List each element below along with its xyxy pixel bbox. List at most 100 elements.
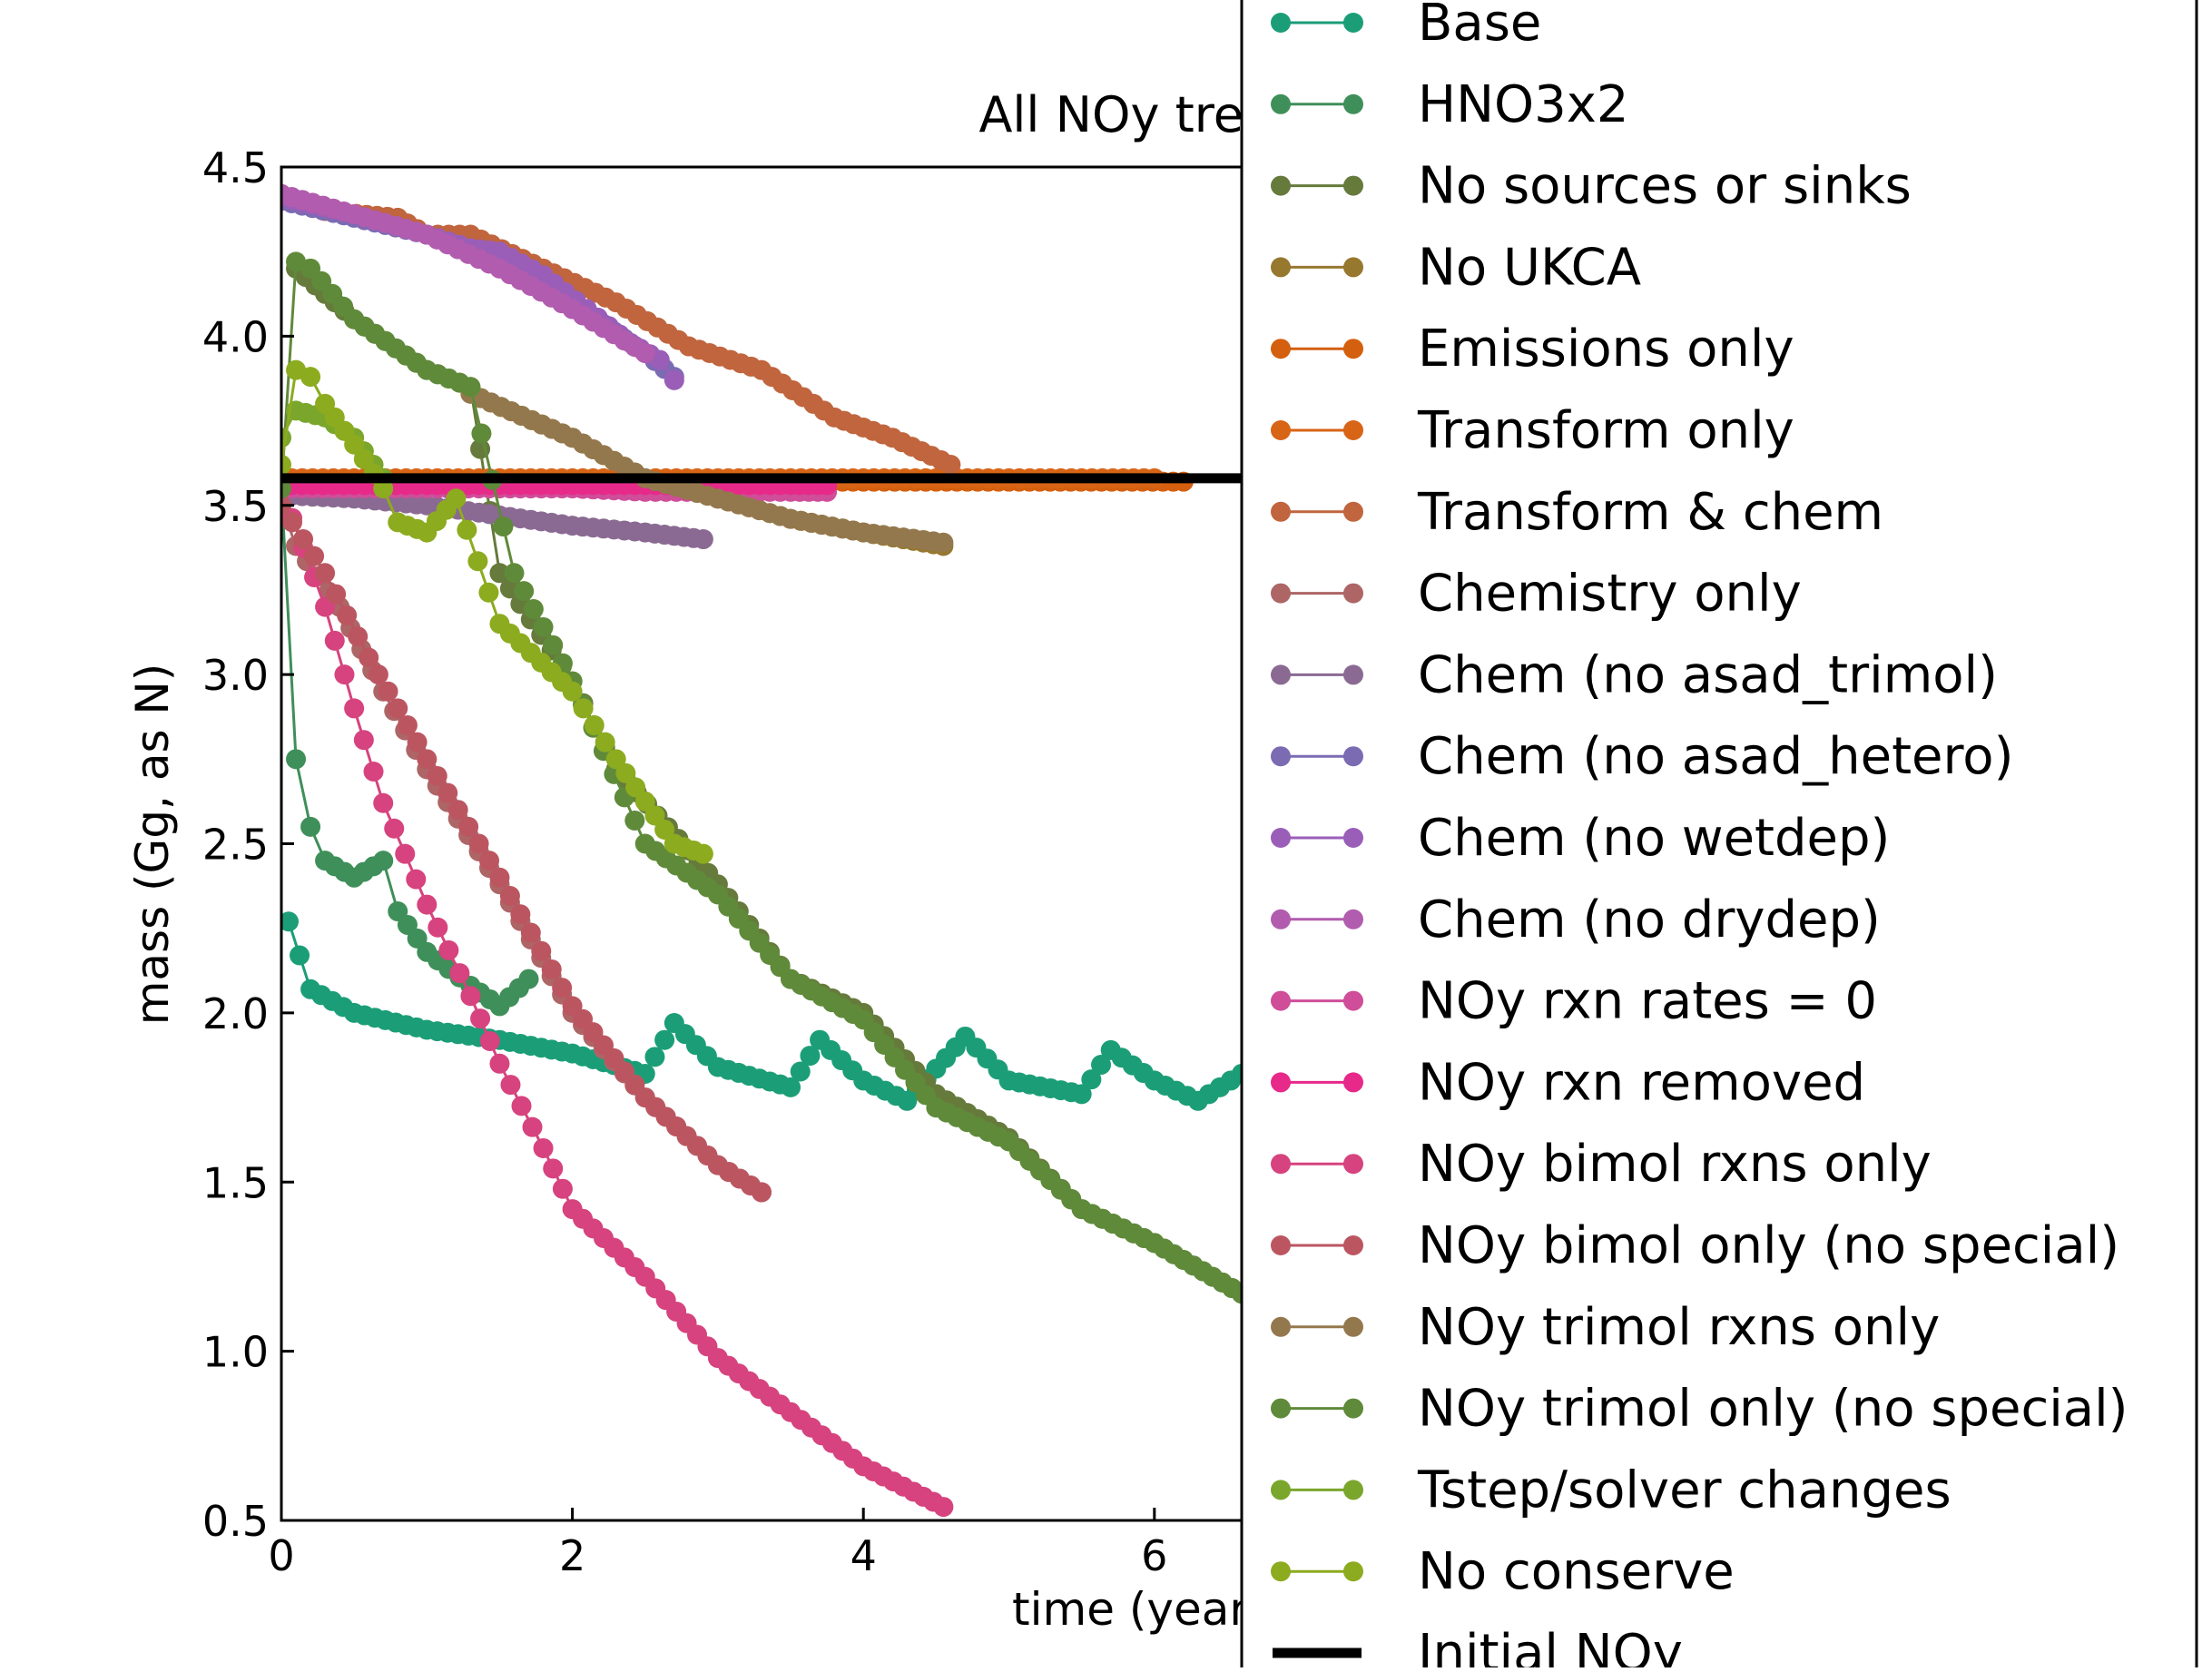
data-point [933, 1497, 954, 1518]
legend-entry: HNO3x2 [1271, 75, 1628, 134]
data-point [552, 978, 573, 998]
legend-marker [1343, 1480, 1363, 1500]
data-point [790, 1061, 811, 1082]
data-point [800, 1046, 821, 1067]
legend: Base HNO3x2 No sources or sinks No UKCA Emis… [1240, 0, 2198, 1672]
legend-label: No sources or sinks [1418, 157, 1912, 216]
data-point [520, 922, 541, 943]
data-point [282, 512, 303, 533]
legend-label: Chem (no wetdep) [1418, 809, 1890, 868]
data-point [373, 792, 394, 813]
data-point [518, 969, 539, 989]
legend-marker [1343, 1316, 1363, 1337]
y-tick-label: 2.0 [202, 989, 269, 1038]
legend-marker [1343, 583, 1363, 604]
data-point [446, 488, 467, 509]
data-point [634, 791, 655, 811]
legend-entry: Chem (no wetdep) [1271, 809, 1890, 868]
y-axis-label: mass (Gg, as N) [126, 664, 179, 1026]
y-tick-label: 1.0 [202, 1328, 269, 1377]
data-point [353, 730, 374, 751]
data-point [281, 478, 291, 499]
legend-label: Chem (no asad_hetero) [1418, 727, 2013, 786]
data-point [489, 563, 510, 584]
legend-marker [1343, 93, 1363, 114]
legend-marker [1271, 990, 1291, 1011]
series-1 [281, 478, 539, 1017]
data-point [348, 626, 369, 647]
legend-label: NOy bimol rxns only [1418, 1135, 1932, 1194]
series-0 [281, 911, 1242, 1111]
legend-marker [1271, 746, 1291, 767]
legend-entry: No conserve [1271, 1542, 1735, 1601]
data-point [543, 1158, 564, 1179]
data-point [510, 904, 531, 925]
data-point [489, 1053, 510, 1074]
data-point [438, 939, 459, 960]
data-point [417, 749, 437, 770]
legend-marker [1271, 1235, 1291, 1255]
data-point [479, 851, 500, 871]
series-17 [281, 251, 1242, 1304]
data-point [573, 698, 594, 719]
legend-entry: NOy rxn rates = 0 [1271, 972, 1877, 1031]
legend-label: Transform & chem [1417, 483, 1883, 542]
data-point [363, 761, 384, 782]
data-point [406, 869, 427, 890]
legend-entry: Tstep/solver changes [1271, 1461, 1951, 1520]
data-point [417, 894, 437, 915]
legend-marker [1343, 664, 1363, 685]
legend-label: Tstep/solver changes [1417, 1461, 1951, 1520]
data-point [511, 1096, 532, 1116]
data-point [388, 698, 408, 719]
legend-marker [1343, 909, 1363, 929]
legend-entry: Chem (no drydep) [1271, 890, 1881, 949]
data-point [523, 599, 544, 620]
data-point [625, 777, 646, 798]
data-point [293, 529, 314, 550]
data-point [644, 805, 665, 826]
legend-entry: No sources or sinks [1271, 157, 1912, 216]
data-point [644, 1047, 665, 1067]
legend-marker [1271, 13, 1291, 33]
legend-marker [1343, 1072, 1363, 1093]
data-point [479, 1030, 500, 1051]
legend-marker [1343, 13, 1363, 33]
legend-entry: NOy rxn removed [1271, 1053, 1865, 1112]
data-point [664, 369, 684, 390]
legend-label: NOy trimol only (no special) [1418, 1380, 2128, 1439]
legend-label: Emissions only [1418, 320, 1794, 379]
data-point [407, 732, 428, 752]
y-tick-label: 2.5 [202, 821, 269, 870]
legend-marker [1271, 1480, 1291, 1500]
legend-marker [1271, 1154, 1291, 1175]
legend-marker [1343, 1398, 1363, 1419]
legend-marker [1271, 420, 1291, 440]
data-point [489, 867, 510, 888]
legend-marker [1343, 420, 1363, 440]
data-point [615, 762, 636, 783]
y-tick-label: 1.5 [202, 1158, 269, 1207]
legend-marker [1343, 828, 1363, 848]
data-point [1071, 1084, 1092, 1105]
legend-entry: No UKCA [1271, 238, 1641, 297]
legend-entry: Chem (no asad_hetero) [1271, 727, 2013, 786]
data-point [541, 959, 562, 979]
data-point [368, 664, 388, 685]
data-point [595, 732, 615, 752]
data-point [437, 782, 458, 803]
legend-marker [1271, 501, 1291, 522]
data-point [499, 886, 520, 907]
legend-marker [1343, 746, 1363, 767]
data-point [281, 455, 291, 476]
y-tick-label: 3.0 [202, 651, 269, 700]
legend-label: No conserve [1418, 1542, 1735, 1601]
data-point [457, 519, 477, 540]
legend-label: No UKCA [1418, 238, 1641, 297]
legend-marker [1271, 175, 1291, 196]
legend-marker [1343, 1154, 1363, 1175]
data-point [533, 616, 554, 637]
legend-label: NOy trimol rxns only [1418, 1298, 1940, 1357]
